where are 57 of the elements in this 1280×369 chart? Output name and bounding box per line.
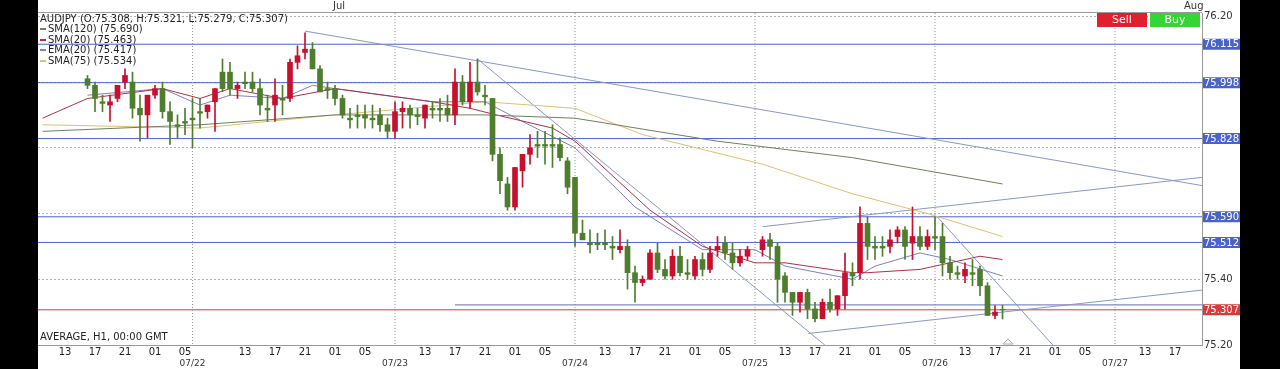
x-tick-label: 21 xyxy=(118,345,132,357)
ref-line-label: 75.828 xyxy=(1204,132,1239,144)
x-tick-label: 21 xyxy=(838,345,852,357)
ref-line-label: 07/23 xyxy=(382,357,408,368)
x-tick-label: 17 xyxy=(448,345,462,357)
x-tick-label: 17 xyxy=(88,345,102,357)
ref-line-label: 07/26 xyxy=(922,357,949,368)
x-tick-label: 17 xyxy=(268,345,282,357)
ref-line-label: 07/25 xyxy=(742,357,768,368)
x-tick-label: 17 xyxy=(808,345,822,357)
legend-label: SMA(20) (75.463) xyxy=(48,33,137,45)
x-tick-label: 21 xyxy=(1018,345,1032,357)
ref-line-label: 07/22 xyxy=(179,357,206,368)
x-tick-label: 01 xyxy=(688,345,702,357)
x-tick-label: 05 xyxy=(358,345,372,357)
annotation: Buy xyxy=(1150,13,1200,27)
annotation: Sell xyxy=(1097,13,1147,27)
x-tick-label: 13 xyxy=(418,345,432,357)
x-tick-label: 21 xyxy=(658,345,672,357)
x-tick-label: 05 xyxy=(178,345,192,357)
x-tick-label: 01 xyxy=(868,345,882,357)
x-tick-label: 01 xyxy=(148,345,162,357)
ref-line-label: 75.590 xyxy=(1204,210,1239,222)
x-tick-label: 01 xyxy=(328,345,342,357)
x-tick-label: 21 xyxy=(298,345,312,357)
text: Jul xyxy=(333,0,346,11)
chart-title: AUDJPY (O:75.308, H:75.321, L:75.279, C:75.307) xyxy=(40,13,288,24)
x-tick-label: 13 xyxy=(58,345,72,357)
ref-line-label: 75.307 xyxy=(1204,303,1239,315)
x-tick-label: 17 xyxy=(628,345,642,357)
ref-line-label: 76.115 xyxy=(1204,38,1239,50)
x-tick-label: 13 xyxy=(238,345,252,357)
ref-line-label: 75.998 xyxy=(1204,76,1239,88)
x-tick-label: 13 xyxy=(1138,345,1152,357)
y-tick-label: 75.40 xyxy=(1204,272,1233,284)
x-tick-label: 17 xyxy=(988,345,1002,357)
ref-line-label: 75.512 xyxy=(1204,236,1239,248)
x-tick-label: 05 xyxy=(1078,345,1092,357)
x-tick-label: 13 xyxy=(958,345,972,357)
x-tick-label: 13 xyxy=(598,345,612,357)
text: Aug xyxy=(1184,0,1204,11)
x-tick-label: 01 xyxy=(1048,345,1062,357)
ref-line-label: 07/27 xyxy=(1102,357,1128,368)
x-tick-label: 13 xyxy=(778,345,792,357)
y-tick-label: 75.20 xyxy=(1204,338,1233,350)
x-tick-label: 17 xyxy=(1168,345,1182,357)
ref-line-label: 07/24 xyxy=(562,357,589,368)
annotation: AVERAGE, H1, 00:00 GMT xyxy=(40,331,168,342)
legend-label: SMA(120) (75.690) xyxy=(48,23,143,35)
y-tick-label: 76.20 xyxy=(1204,9,1233,21)
x-tick-label: 05 xyxy=(898,345,912,357)
x-tick-label: 05 xyxy=(538,345,552,357)
x-tick-label: 21 xyxy=(478,345,492,357)
x-tick-label: 01 xyxy=(508,345,522,357)
x-tick-label: 05 xyxy=(718,345,732,357)
legend-label: EMA(20) (75.417) xyxy=(48,44,137,55)
legend-label: SMA(75) (75.534) xyxy=(48,54,137,66)
